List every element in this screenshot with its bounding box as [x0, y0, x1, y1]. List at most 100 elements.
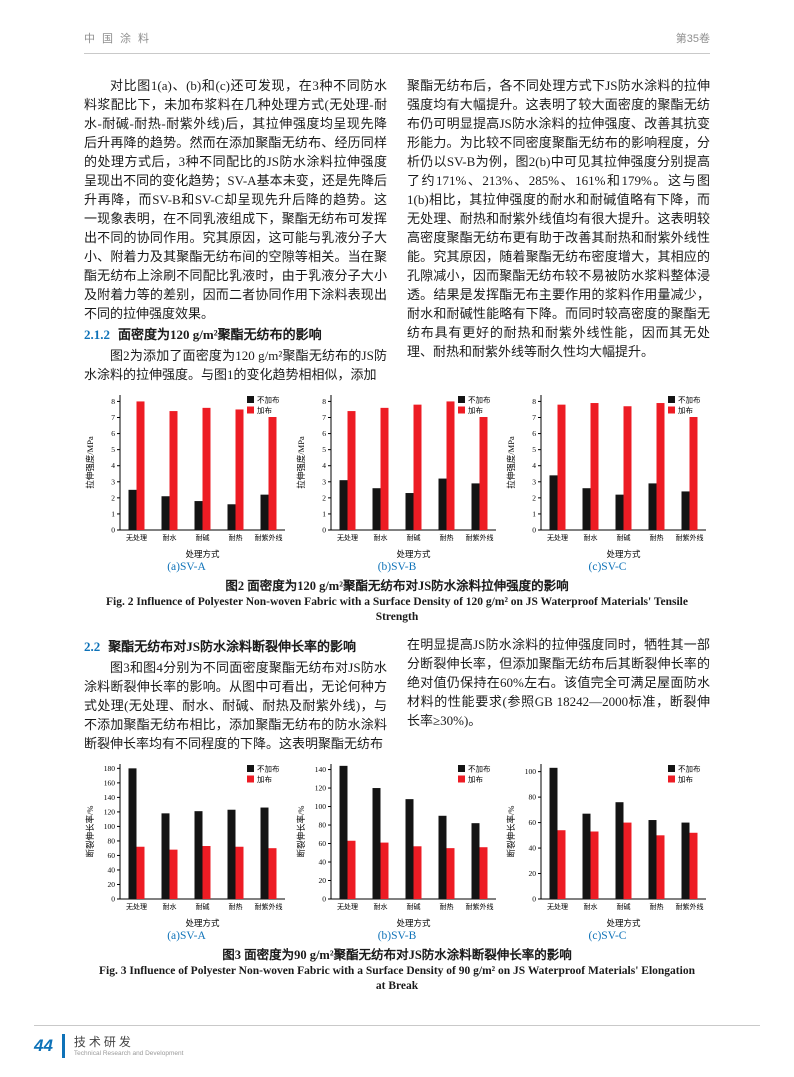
svg-text:1: 1	[532, 509, 536, 518]
figure-3: 0 20 40 60 80 100 120 140 160 180 无处理 耐水 耐碱 耐热 耐紫外线 处理方…	[84, 759, 710, 994]
figure-3-caption-cn: 图3 面密度为90 g/m²聚酯无纺布对JS防水涂料断裂伸长率的影响	[222, 948, 572, 962]
svg-text:拉伸强度/MPa: 拉伸强度/MPa	[296, 436, 306, 489]
footer-rule	[34, 1025, 760, 1026]
page-footer: 44 技术研发 Technical Research and Developme…	[0, 1025, 794, 1077]
svg-text:加布: 加布	[468, 774, 483, 784]
svg-text:耐碱: 耐碱	[196, 533, 210, 542]
svg-text:耐紫外线: 耐紫外线	[255, 902, 283, 911]
svg-text:3: 3	[532, 477, 536, 486]
svg-text:60: 60	[318, 839, 326, 848]
svg-text:耐水: 耐水	[373, 902, 387, 911]
figure-2-chart-block-c: 0 1 2 3 4 5 6 7 8 无处理 耐水 耐碱 耐热 耐紫外线 处理方式 拉伸强度/MPa 不加布 加布 …	[505, 390, 710, 575]
figure-2-charts-row: 0 1 2 3 4 5 6 7 8 无处理 耐水 耐碱 耐热 耐紫外线 处理方式 拉伸强度/MPa 不加布 加布 …	[84, 390, 710, 575]
svg-text:不加布: 不加布	[257, 764, 280, 774]
footer-section-block: 技术研发 Technical Research and Development	[74, 1035, 183, 1058]
fig3-chart-sv-b: 0 20 40 60 80 100 120 140 无处理 耐水 耐碱 耐热 耐紫外线 处理方式 断裂伸长率…	[295, 759, 500, 929]
volume-label: 第35卷	[675, 33, 710, 45]
svg-text:耐紫外线: 耐紫外线	[465, 902, 493, 911]
figure-2-caption-en: Fig. 2 Influence of Polyester Non-woven …	[106, 596, 688, 608]
figure-3-caption-en-2: at Break	[375, 980, 419, 992]
footer-section-cn: 技术研发	[73, 1034, 134, 1049]
svg-text:80: 80	[529, 793, 537, 802]
svg-text:耐水: 耐水	[584, 533, 598, 542]
svg-text:40: 40	[529, 844, 537, 853]
svg-text:8: 8	[322, 397, 326, 406]
svg-text:60: 60	[529, 818, 537, 827]
svg-text:耐紫外线: 耐紫外线	[465, 533, 493, 542]
paragraph-3: 聚酯无纺布后，各不同处理方式下JS防水涂料的拉伸强度均有大幅提升。这表明了较大面…	[407, 78, 710, 359]
svg-text:6: 6	[111, 429, 115, 438]
svg-text:120: 120	[104, 807, 116, 816]
section-heading-2-1-2: 2.1.2 面密度为120 g/m²聚酯无纺布的影响	[84, 325, 387, 344]
fig2-subcaption-a: (a)SV-A	[167, 561, 206, 573]
svg-text:7: 7	[111, 413, 115, 422]
svg-text:5: 5	[322, 445, 326, 454]
svg-text:7: 7	[532, 413, 536, 422]
svg-text:耐热: 耐热	[439, 533, 453, 542]
figure-3-caption-en: Fig. 3 Influence of Polyester Non-woven …	[99, 965, 695, 977]
svg-text:0: 0	[532, 526, 536, 535]
svg-text:0: 0	[322, 526, 326, 535]
footer-row: 44 技术研发 Technical Research and Developme…	[34, 1034, 794, 1058]
svg-text:处理方式: 处理方式	[396, 549, 431, 559]
svg-text:无处理: 无处理	[126, 533, 147, 542]
figure-2-chart-block-b: 0 1 2 3 4 5 6 7 8 无处理 耐水 耐碱 耐热 耐紫外线 处理方式 拉伸强度/MPa 不加布 加布 …	[295, 390, 500, 575]
svg-text:6: 6	[322, 429, 326, 438]
svg-text:加布: 加布	[257, 774, 272, 784]
section-title: 聚酯无纺布对JS防水涂料断裂伸长率的影响	[108, 639, 356, 654]
svg-text:1: 1	[111, 509, 115, 518]
svg-text:耐水: 耐水	[163, 902, 177, 911]
svg-text:40: 40	[318, 858, 326, 867]
svg-text:80: 80	[318, 821, 326, 830]
svg-text:处理方式: 处理方式	[185, 549, 220, 559]
fig2-subcaption-b: (b)SV-B	[377, 561, 417, 573]
svg-text:120: 120	[314, 784, 326, 793]
section-title: 面密度为120 g/m²聚酯无纺布的影响	[118, 327, 322, 342]
svg-text:20: 20	[108, 880, 116, 889]
svg-text:140: 140	[104, 793, 116, 802]
footer-section-en: Technical Research and Development	[73, 1049, 184, 1057]
fig3-subcaption-b: (b)SV-B	[377, 930, 417, 942]
figure-3-charts-row: 0 20 40 60 80 100 120 140 160 180 无处理 耐水 耐碱 耐热 耐紫外线 处理方…	[84, 759, 710, 944]
svg-text:耐热: 耐热	[650, 533, 664, 542]
svg-text:不加布: 不加布	[257, 395, 280, 405]
svg-text:2: 2	[532, 493, 536, 502]
text-columns-2: 2.2 聚酯无纺布对JS防水涂料断裂伸长率的影响 图3和图4分别为不同面密度聚酯无…	[84, 635, 710, 753]
figure-2-caption-cn: 图2 面密度为120 g/m²聚酯无纺布对JS防水涂料拉伸强度的影响	[225, 579, 569, 593]
svg-text:无处理: 无处理	[547, 533, 568, 542]
svg-text:耐碱: 耐碱	[617, 533, 631, 542]
fig2-chart-sv-b: 0 1 2 3 4 5 6 7 8 无处理 耐水 耐碱 耐热 耐紫外线 处理方式 拉伸强度/MPa 不加布 加布	[295, 390, 500, 560]
svg-text:4: 4	[532, 461, 536, 470]
fig3-subcaption-a: (a)SV-A	[167, 930, 206, 942]
svg-text:3: 3	[322, 477, 326, 486]
section-number: 2.2	[84, 639, 101, 654]
svg-text:180: 180	[104, 764, 116, 773]
svg-text:处理方式: 处理方式	[606, 918, 641, 928]
svg-text:加布: 加布	[468, 405, 483, 415]
fig2-chart-sv-a: 0 1 2 3 4 5 6 7 8 无处理 耐水 耐碱 耐热 耐紫外线 处理方式 拉伸强度/MPa 不加布 加布	[84, 390, 289, 560]
svg-text:加布: 加布	[678, 774, 693, 784]
left-column-1: 对比图1(a)、(b)和(c)还可发现，在3种不同防水料浆配比下，未加布浆料在几…	[84, 76, 387, 384]
right-column-2: 在明显提高JS防水涂料的拉伸强度同时，牺牲其一部分断裂伸长率，但添加聚酯无纺布后…	[407, 635, 710, 753]
svg-text:100: 100	[525, 767, 537, 776]
paragraph-4: 图3和图4分别为不同面密度聚酯无纺布对JS防水涂料断裂伸长率的影响。从图中可看出…	[84, 660, 387, 751]
svg-text:8: 8	[532, 397, 536, 406]
page-header: 中国涂料 第35卷	[84, 30, 710, 54]
svg-text:3: 3	[111, 477, 115, 486]
svg-text:0: 0	[111, 526, 115, 535]
svg-text:不加布: 不加布	[468, 395, 491, 405]
svg-text:8: 8	[111, 397, 115, 406]
right-column-1: 聚酯无纺布后，各不同处理方式下JS防水涂料的拉伸强度均有大幅提升。这表明了较大面…	[407, 76, 710, 384]
figure-3-chart-block-a: 0 20 40 60 80 100 120 140 160 180 无处理 耐水 耐碱 耐热 耐紫外线 处理方…	[84, 759, 289, 944]
svg-text:耐碱: 耐碱	[406, 902, 420, 911]
left-column-2: 2.2 聚酯无纺布对JS防水涂料断裂伸长率的影响 图3和图4分别为不同面密度聚酯无…	[84, 635, 387, 753]
svg-text:无处理: 无处理	[547, 902, 568, 911]
figure-2-caption-en-2: Strength	[375, 611, 419, 623]
svg-text:处理方式: 处理方式	[606, 549, 641, 559]
svg-text:40: 40	[108, 865, 116, 874]
svg-text:6: 6	[532, 429, 536, 438]
fig3-chart-sv-a: 0 20 40 60 80 100 120 140 160 180 无处理 耐水 耐碱 耐热 耐紫外线 处理方…	[84, 759, 289, 929]
journal-name: 中国涂料	[84, 33, 156, 45]
svg-text:处理方式: 处理方式	[185, 918, 220, 928]
